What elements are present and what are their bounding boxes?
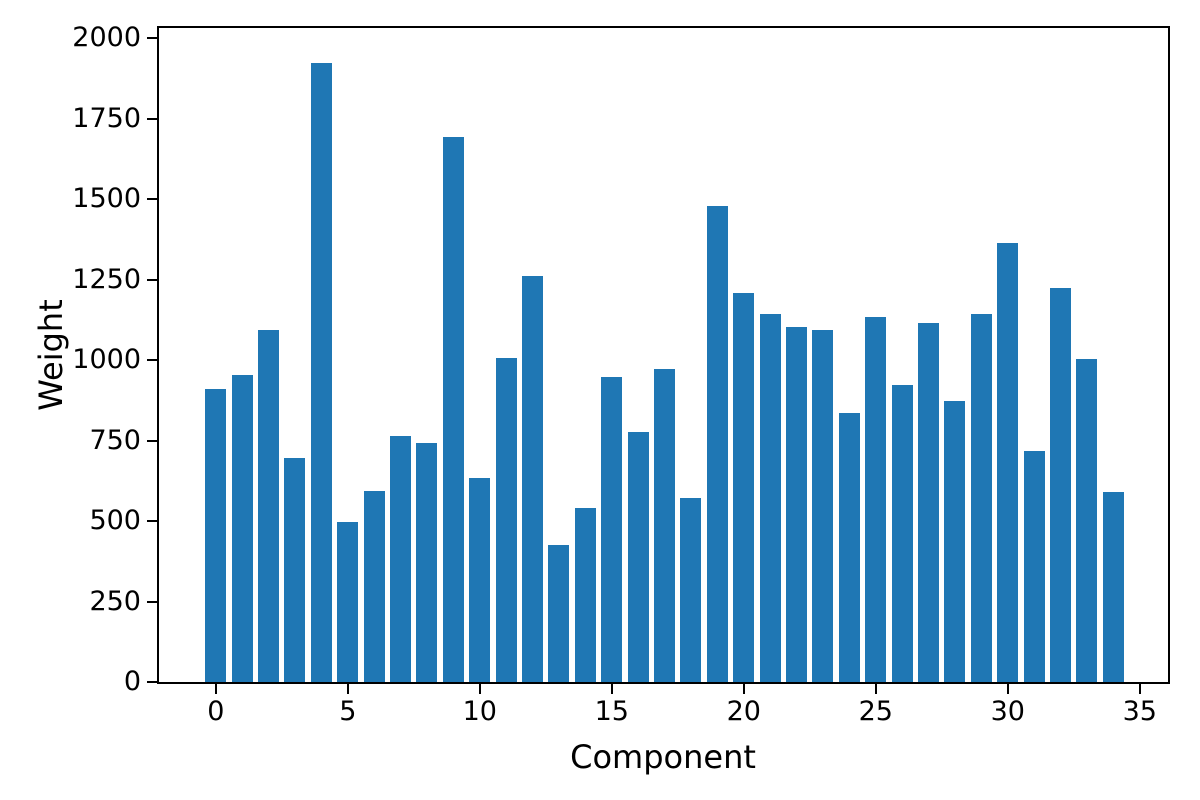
x-tick-label: 30 xyxy=(990,696,1025,727)
y-tick-label: 1500 xyxy=(72,183,141,215)
bar xyxy=(706,205,728,682)
x-tick-label: 35 xyxy=(1122,696,1157,727)
bar xyxy=(548,545,570,682)
x-tick-mark xyxy=(1006,684,1009,694)
bar xyxy=(786,327,808,682)
y-tick-label: 750 xyxy=(89,424,141,456)
bar xyxy=(469,477,491,682)
y-tick-label: 0 xyxy=(123,666,141,697)
bar xyxy=(944,401,966,682)
bar xyxy=(759,314,781,682)
bar xyxy=(997,243,1019,682)
y-tick-mark xyxy=(147,198,157,201)
x-tick-label: 20 xyxy=(726,696,761,727)
y-tick-label: 500 xyxy=(89,505,141,537)
y-tick-mark xyxy=(147,439,157,442)
bar xyxy=(390,436,412,682)
bar xyxy=(891,385,913,682)
y-tick-mark xyxy=(147,37,157,40)
bar xyxy=(416,443,438,682)
bar xyxy=(574,508,596,682)
bar xyxy=(363,491,385,682)
y-tick-mark xyxy=(147,278,157,281)
bar xyxy=(1076,358,1098,682)
bar xyxy=(865,317,887,682)
bar xyxy=(522,275,544,682)
x-tick-mark xyxy=(874,684,877,694)
y-tick-label: 1000 xyxy=(72,344,141,376)
x-tick-mark xyxy=(478,684,481,694)
bar xyxy=(310,63,332,682)
bar xyxy=(1023,451,1045,682)
y-tick-label: 250 xyxy=(89,585,141,617)
y-tick-mark xyxy=(147,520,157,523)
bars-container xyxy=(159,28,1168,682)
x-tick-mark xyxy=(1138,684,1141,694)
x-tick-label: 25 xyxy=(858,696,893,727)
bar xyxy=(838,413,860,682)
x-tick-mark xyxy=(346,684,349,694)
y-tick-mark xyxy=(147,600,157,603)
x-tick-mark xyxy=(214,684,217,694)
bar xyxy=(231,375,253,682)
bar xyxy=(284,457,306,682)
bar xyxy=(918,322,940,682)
y-tick-mark xyxy=(147,117,157,120)
bar xyxy=(442,137,464,682)
y-tick-label: 1750 xyxy=(72,102,141,134)
bar xyxy=(337,521,359,682)
bar xyxy=(258,329,280,682)
bar xyxy=(627,432,649,682)
plot-area xyxy=(157,26,1170,684)
bar xyxy=(495,357,517,682)
y-tick-label: 1250 xyxy=(72,263,141,295)
bar xyxy=(654,369,676,682)
x-tick-mark xyxy=(610,684,613,694)
bar xyxy=(1050,287,1072,682)
x-tick-mark xyxy=(742,684,745,694)
y-tick-mark xyxy=(147,359,157,362)
bar xyxy=(205,389,227,682)
bar xyxy=(680,497,702,682)
x-tick-label: 10 xyxy=(462,696,497,727)
x-tick-label: 15 xyxy=(594,696,629,727)
y-tick-label: 2000 xyxy=(72,22,141,54)
bar xyxy=(970,314,992,682)
bar xyxy=(812,329,834,682)
bar xyxy=(601,376,623,682)
x-axis-label: Component xyxy=(570,738,756,776)
y-tick-mark xyxy=(147,681,157,683)
x-tick-label: 5 xyxy=(339,696,357,727)
y-axis-label: Weight xyxy=(32,299,70,411)
x-tick-label: 0 xyxy=(207,696,225,727)
bar xyxy=(1102,491,1124,682)
bar xyxy=(733,292,755,682)
